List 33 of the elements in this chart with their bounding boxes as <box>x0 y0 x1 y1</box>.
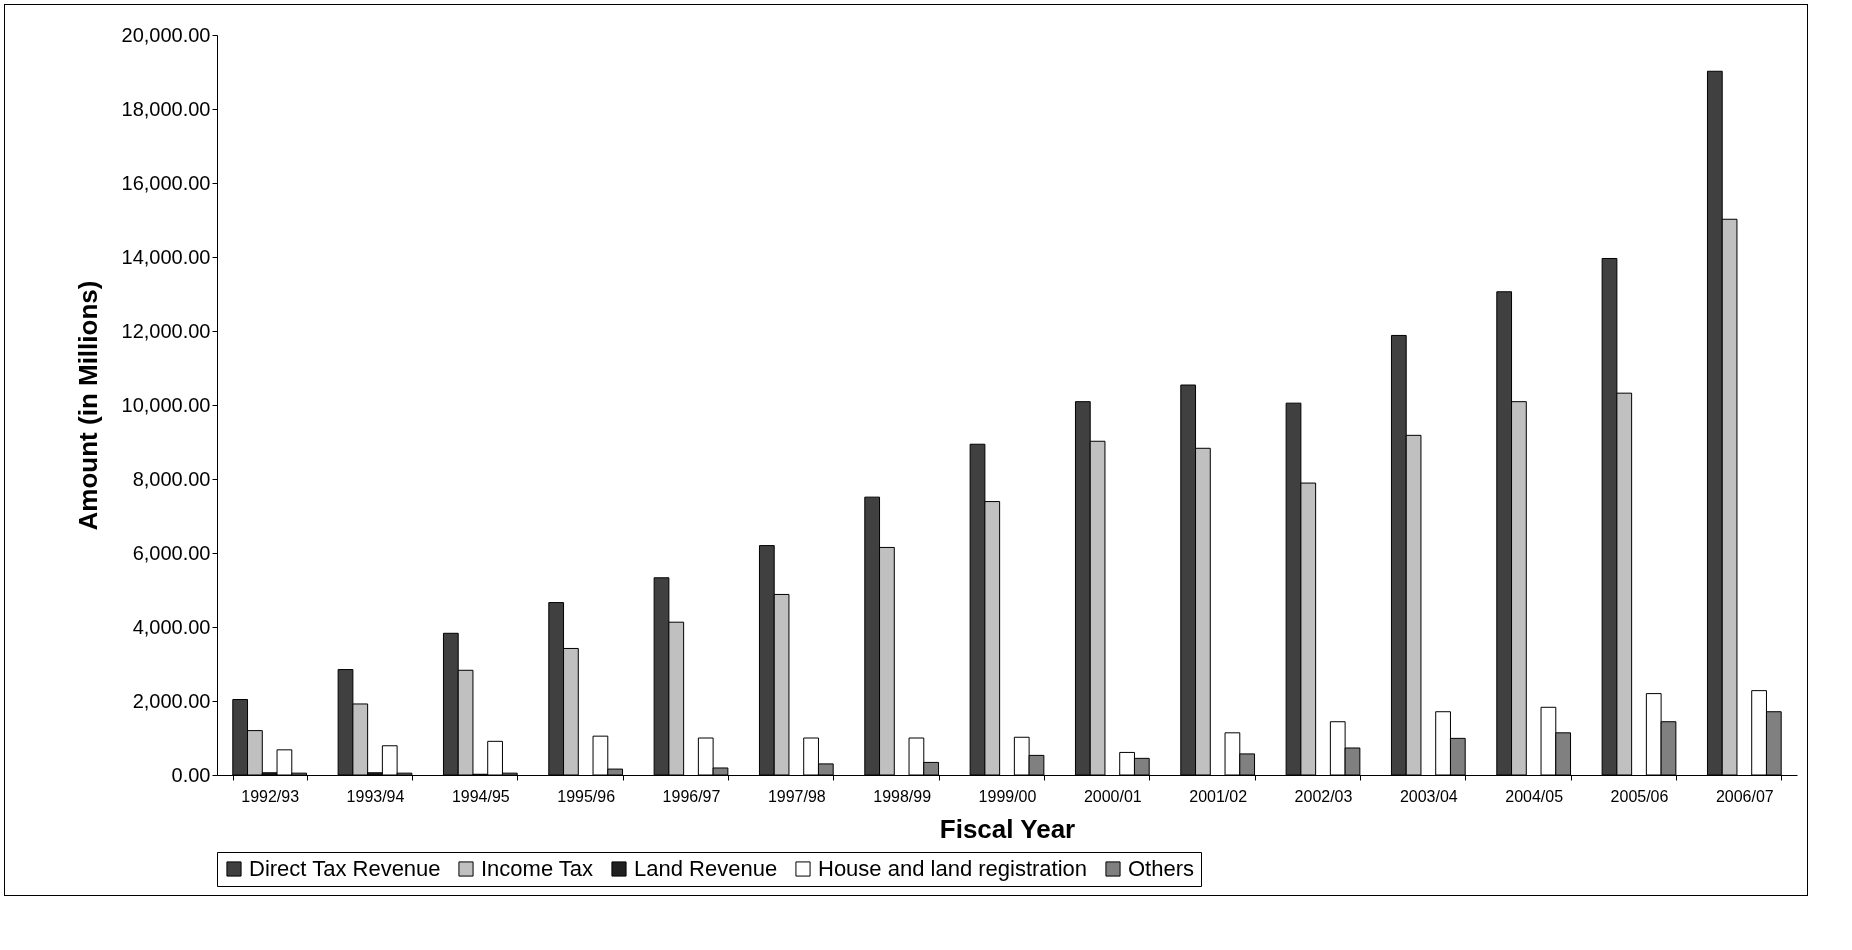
y-tick-label: 10,000.00 <box>121 393 211 416</box>
legend-label: Land Revenue <box>634 856 778 881</box>
x-axis-title: Fiscal Year <box>939 813 1076 844</box>
y-tick-label: 8,000.00 <box>132 467 211 490</box>
y-tick-label: 6,000.00 <box>132 541 211 564</box>
x-tick-label: 1992/93 <box>241 787 300 805</box>
x-tick-label: 1998/99 <box>873 787 932 805</box>
y-tick-label: 12,000.00 <box>121 319 211 342</box>
y-tick-label: 4,000.00 <box>132 615 211 638</box>
x-tick-label: 2002/03 <box>1294 787 1353 805</box>
x-tick-label: 1994/95 <box>451 787 510 805</box>
legend-label: Income Tax <box>481 856 594 881</box>
y-tick-label: 0.00 <box>171 763 211 786</box>
x-tick-label: 1995/96 <box>557 787 616 805</box>
x-tick-label: 2003/04 <box>1399 787 1458 805</box>
y-tick-label: 16,000.00 <box>121 171 211 194</box>
x-tick-label: 1999/00 <box>978 787 1037 805</box>
legend-label: House and land registration <box>818 856 1088 881</box>
y-axis-title: Amount (in Millions) <box>72 280 103 531</box>
x-tick-label: 2006/07 <box>1715 787 1774 805</box>
x-tick-label: 2005/06 <box>1610 787 1669 805</box>
y-tick-label: 20,000.00 <box>121 23 211 46</box>
x-tick-label: 2000/01 <box>1083 787 1142 805</box>
x-tick-label: 1996/97 <box>662 787 721 805</box>
legend-label: Others <box>1128 856 1195 881</box>
y-tick-label: 18,000.00 <box>121 97 211 120</box>
x-tick-label: 2001/02 <box>1189 787 1248 805</box>
x-tick-label: 1997/98 <box>767 787 826 805</box>
y-tick-label: 2,000.00 <box>132 689 211 712</box>
x-tick-label: 1993/94 <box>346 787 405 805</box>
legend-label: Direct Tax Revenue <box>249 856 441 881</box>
y-tick-label: 14,000.00 <box>121 245 211 268</box>
x-tick-label: 2004/05 <box>1505 787 1564 805</box>
